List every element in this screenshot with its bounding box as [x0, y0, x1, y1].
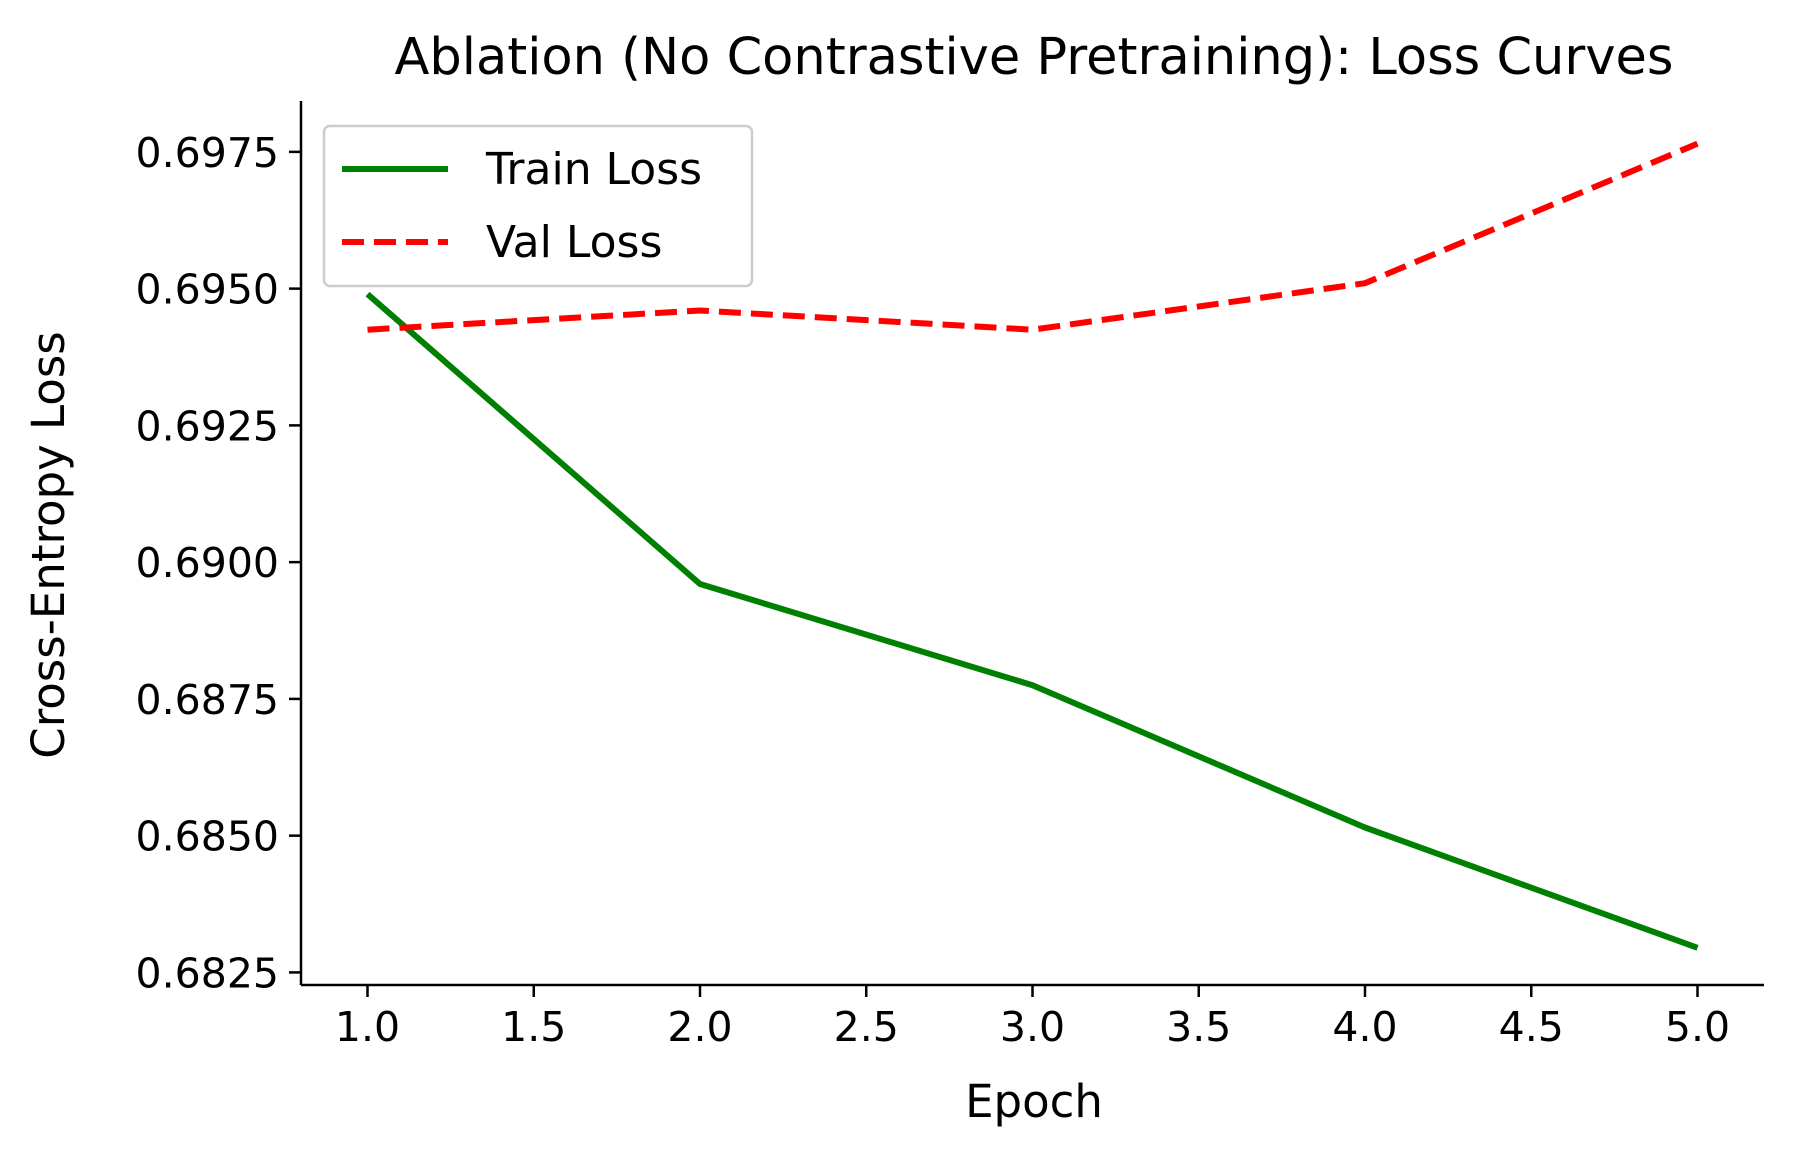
- y-axis-ticks: 0.6825 0.6850 0.6875 0.6900 0.6925 0.6950 0.69…: [136, 129, 301, 997]
- val-loss-legend-label: Val Loss: [486, 217, 662, 268]
- y-axis-label: Cross-Entropy Loss: [22, 331, 75, 758]
- x-tick-label: 1.0: [335, 1003, 400, 1051]
- y-tick-label: 0.6925: [136, 402, 279, 450]
- legend: Train Loss Val Loss: [322, 124, 754, 288]
- x-axis-ticks: 1.0 1.5 2.0 2.5 3.0 3.5 4.0 4.5 5.0: [335, 985, 1730, 1051]
- x-tick-label: 5.0: [1665, 1003, 1730, 1051]
- x-tick-label: 2.0: [667, 1003, 732, 1051]
- x-tick-label: 4.5: [1499, 1003, 1564, 1051]
- x-tick-label: 2.5: [834, 1003, 899, 1051]
- y-tick-label: 0.6850: [136, 813, 279, 861]
- y-tick-label: 0.6825: [136, 949, 279, 997]
- x-axis-label: Epoch: [965, 1075, 1103, 1128]
- chart-title: Ablation (No Contrastive Pretraining): L…: [395, 28, 1674, 87]
- x-tick-label: 1.5: [501, 1003, 566, 1051]
- val-loss-line: [367, 140, 1699, 333]
- train-loss-line: [365, 291, 1699, 951]
- y-tick-label: 0.6950: [136, 266, 279, 314]
- y-tick-label: 0.6975: [136, 129, 279, 177]
- y-tick-label: 0.6875: [136, 676, 279, 724]
- plot-area: [365, 140, 1699, 951]
- y-tick-label: 0.6900: [136, 539, 279, 587]
- x-tick-label: 4.0: [1332, 1003, 1397, 1051]
- x-tick-label: 3.5: [1166, 1003, 1231, 1051]
- x-tick-label: 3.0: [1000, 1003, 1065, 1051]
- train-loss-legend-label: Train Loss: [485, 144, 702, 195]
